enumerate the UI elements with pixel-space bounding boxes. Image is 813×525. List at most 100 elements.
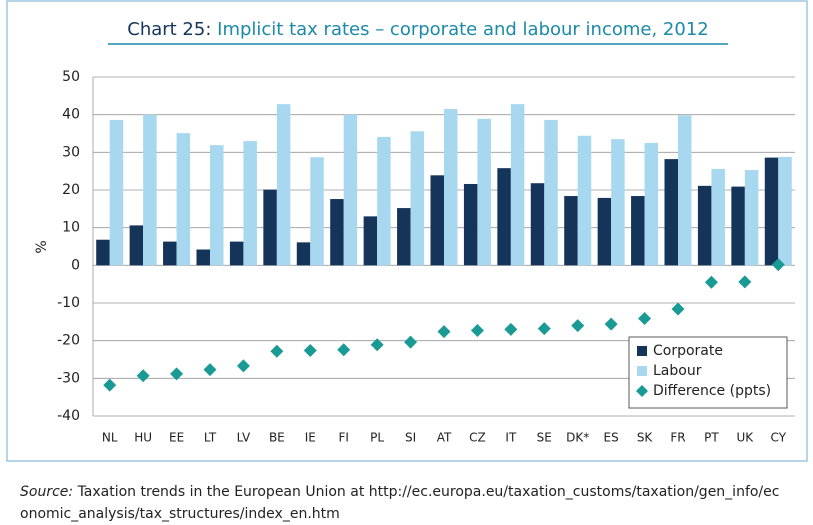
legend-label: Corporate	[653, 343, 723, 359]
x-tick-label: DK*	[566, 431, 589, 445]
y-tick-label: 10	[62, 220, 80, 236]
source-label: Source:	[20, 484, 74, 500]
chart-title: Chart 25: Implicit tax rates – corporate…	[127, 19, 708, 40]
marker	[638, 311, 652, 325]
marker	[236, 359, 250, 373]
x-tick-label: EE	[169, 431, 184, 445]
bar	[644, 142, 659, 266]
x-tick-label: LT	[204, 431, 217, 445]
marker	[337, 343, 351, 357]
bar	[430, 175, 444, 266]
bar	[564, 196, 578, 266]
marker	[370, 338, 384, 352]
marker	[103, 378, 117, 392]
marker	[470, 323, 484, 337]
x-tick-label: AT	[437, 431, 452, 445]
bar	[510, 104, 525, 266]
marker	[270, 344, 284, 358]
bar	[176, 133, 191, 266]
bar	[109, 119, 124, 266]
bar	[744, 170, 759, 266]
y-tick-label: -30	[57, 370, 80, 386]
y-tick-label: -40	[57, 408, 80, 424]
bar	[363, 216, 378, 266]
bar	[444, 109, 458, 266]
y-tick-label: 20	[62, 182, 80, 198]
marker	[404, 335, 418, 349]
marker	[771, 258, 785, 272]
bar	[497, 168, 511, 266]
bar	[210, 145, 224, 266]
x-tick-label: CY	[771, 431, 787, 445]
bar	[711, 168, 725, 266]
bar	[229, 241, 244, 266]
marker	[571, 319, 585, 333]
x-tick-label: BE	[269, 431, 285, 445]
bar	[243, 141, 257, 266]
bar	[143, 114, 157, 266]
legend-swatch	[637, 346, 647, 356]
x-tick-label: SK	[637, 431, 654, 445]
x-tick-label: PL	[370, 431, 384, 445]
x-tick-label: IT	[505, 431, 517, 445]
bar	[163, 241, 177, 266]
y-axis-label: %	[34, 240, 50, 253]
y-tick-label: 0	[71, 257, 80, 273]
frame	[6, 0, 808, 462]
bar	[96, 239, 110, 266]
marker	[303, 343, 317, 357]
bar	[664, 159, 678, 266]
source-note: Source: Taxation trends in the European …	[20, 481, 780, 525]
source-text: Taxation trends in the European Union at…	[20, 484, 780, 522]
y-tick-label: -20	[57, 333, 80, 349]
x-tick-label: ES	[604, 431, 619, 445]
marker	[437, 325, 451, 339]
x-tick-label: IE	[305, 431, 316, 445]
x-tick-label: SI	[405, 431, 416, 445]
bar	[276, 104, 291, 266]
bar	[678, 115, 692, 266]
bar	[611, 139, 625, 266]
bar	[597, 197, 612, 266]
title-label: Chart 25:	[127, 19, 211, 40]
y-tick-label: 50	[62, 69, 80, 85]
legend-label: Labour	[653, 363, 702, 379]
bar	[343, 114, 358, 266]
bar	[764, 157, 779, 266]
legend-box	[628, 336, 788, 409]
marker	[704, 275, 718, 289]
bar	[631, 196, 645, 266]
x-tick-label: LV	[237, 431, 251, 445]
marker	[671, 302, 685, 316]
x-tick-label: PT	[704, 431, 719, 445]
bar	[477, 118, 491, 266]
marker	[738, 275, 752, 289]
x-tick-label: UK	[737, 431, 755, 445]
bar	[530, 183, 545, 266]
marker	[604, 317, 618, 331]
legend-swatch	[636, 385, 648, 397]
y-tick-label: 30	[62, 144, 80, 160]
bar	[577, 135, 592, 266]
bar	[697, 185, 712, 266]
x-tick-label: NL	[102, 431, 118, 445]
bar	[397, 208, 411, 266]
y-tick-label: -10	[57, 295, 80, 311]
x-tick-label: HU	[134, 431, 152, 445]
bar	[410, 131, 425, 266]
bar	[544, 119, 558, 266]
bar	[310, 157, 324, 266]
y-tick-label: 40	[62, 107, 80, 123]
bar	[731, 186, 745, 266]
bar	[296, 242, 311, 266]
bar	[263, 189, 277, 266]
bar	[778, 156, 792, 266]
bar	[377, 136, 391, 266]
bar	[463, 183, 478, 266]
marker	[537, 322, 551, 336]
marker	[136, 369, 150, 383]
bar	[196, 249, 210, 266]
chart: Chart 25: Implicit tax rates – corporate…	[6, 0, 808, 462]
title-text: Implicit tax rates – corporate and labou…	[217, 19, 709, 40]
